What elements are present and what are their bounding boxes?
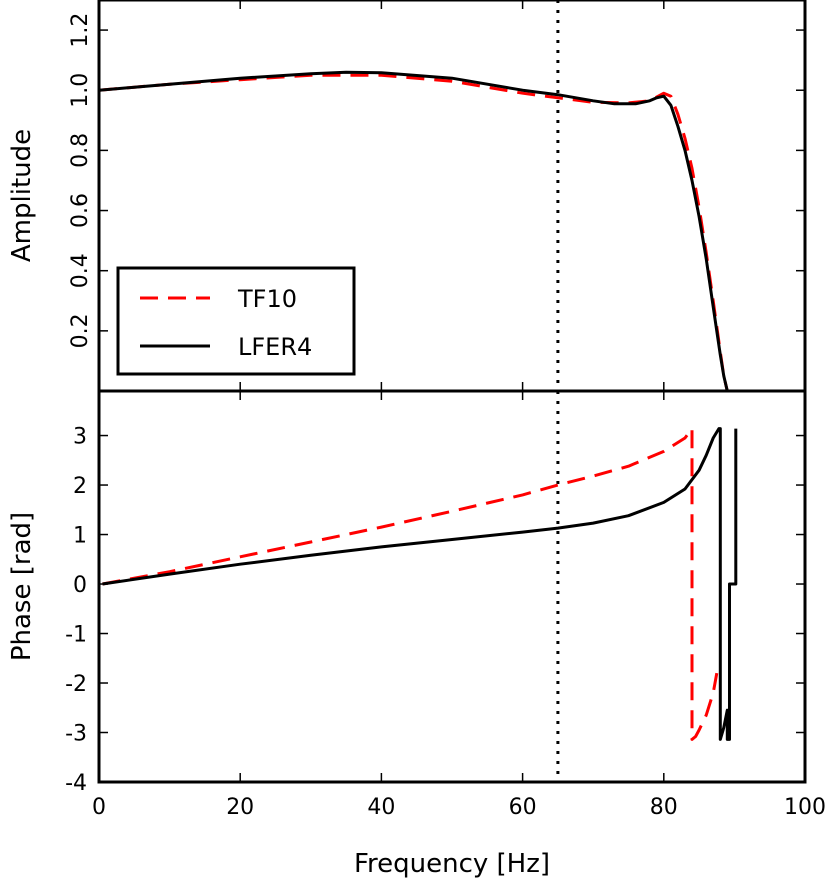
phase-ytick-label-1: -1: [65, 623, 87, 648]
phase-ytick-label-1: 1: [73, 524, 87, 549]
phase-ytick-label-2: -2: [65, 672, 87, 697]
phase-ytick-label-3: -3: [65, 722, 87, 747]
xlabel: Frequency [Hz]: [354, 849, 550, 879]
phase-ytick-label-4: -4: [65, 771, 87, 796]
legend-label-tf10: TF10: [237, 285, 297, 313]
phase-frame: [97, 389, 807, 784]
phase-series-tf10: [102, 427, 719, 741]
amplitude-ylabel: Amplitude: [7, 129, 37, 262]
amplitude-ytick-label-1-2: 1.2: [68, 13, 93, 48]
legend-box: [116, 266, 356, 376]
phase-series-lfer4: [102, 427, 738, 741]
xtick-label-60: 60: [509, 795, 537, 820]
amplitude-ytick-label-1-0: 1.0: [68, 73, 93, 108]
legend-label-lfer4: LFER4: [238, 333, 312, 361]
phase-panel: -4 -3 -2 -1 0 1 2 3 0 20 40 60 80 100 Phase [rad] Frequ…: [7, 389, 826, 879]
xtick-label-80: 80: [650, 795, 678, 820]
amplitude-series-lfer4: [99, 70, 729, 391]
xtick-label-0: 0: [92, 795, 106, 820]
amplitude-ytick-label-0-4: 0.4: [68, 253, 93, 288]
xtick-label-20: 20: [226, 795, 254, 820]
amplitude-ytick-label-0-6: 0.6: [68, 193, 93, 228]
amplitude-ytick-label-0-2: 0.2: [68, 313, 93, 348]
xtick-label-100: 100: [784, 795, 826, 820]
phase-ytick-label-3: 3: [73, 425, 87, 450]
phase-ytick-label-0: 0: [73, 573, 87, 598]
amplitude-ytick-label-0-8: 0.8: [68, 133, 93, 168]
xtick-label-40: 40: [367, 795, 395, 820]
legend: TF10 LFER4: [116, 266, 356, 376]
phase-ytick-label-2: 2: [73, 474, 87, 499]
phase-ylabel: Phase [rad]: [7, 512, 37, 661]
amplitude-panel: 0.2 0.4 0.6 0.8 1.0 1.2 Amplitude: [7, 0, 807, 393]
